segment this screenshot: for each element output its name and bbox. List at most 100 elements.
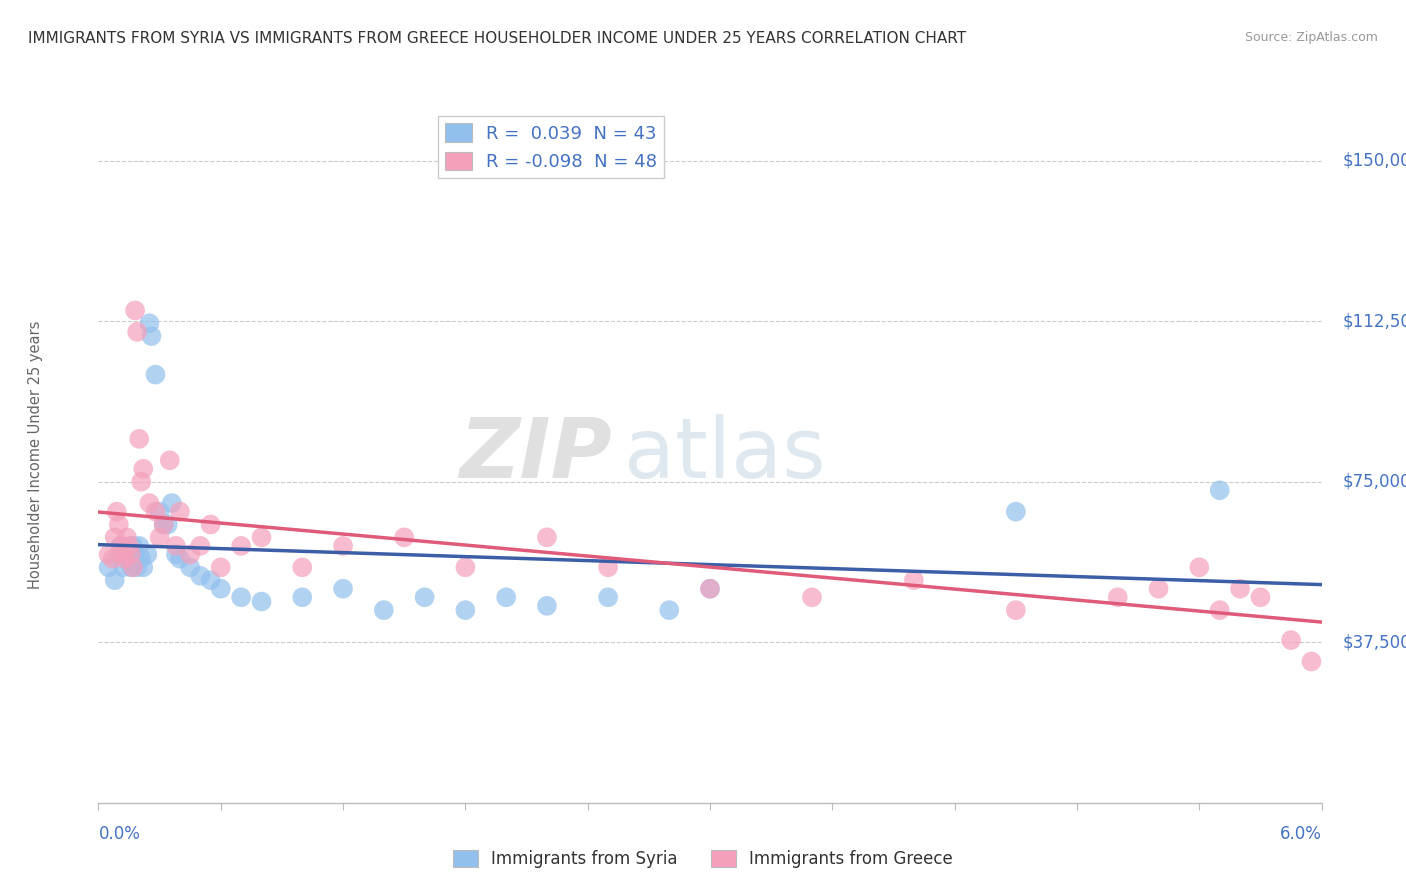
Point <box>1249 591 1271 605</box>
Point <box>1229 582 1251 596</box>
Point <box>209 560 232 574</box>
Point <box>120 548 142 562</box>
Point <box>413 591 436 605</box>
Point <box>111 560 134 574</box>
Point <box>454 603 477 617</box>
Text: $112,500: $112,500 <box>1343 312 1406 330</box>
Point <box>124 303 146 318</box>
Point <box>903 573 925 587</box>
Point <box>188 539 211 553</box>
Point <box>332 539 354 553</box>
Point <box>1208 483 1230 498</box>
Point <box>332 582 354 596</box>
Point <box>105 505 128 519</box>
Point <box>104 530 127 544</box>
Point <box>118 551 141 566</box>
Point <box>128 432 150 446</box>
Point <box>114 548 136 562</box>
Point <box>536 530 558 544</box>
Point <box>118 539 141 553</box>
Point <box>1301 655 1323 669</box>
Text: $75,000: $75,000 <box>1343 473 1406 491</box>
Text: $150,000: $150,000 <box>1343 152 1406 169</box>
Point <box>128 539 150 553</box>
Point <box>127 325 149 339</box>
Point <box>454 560 477 574</box>
Point <box>110 539 132 553</box>
Legend: R =  0.039  N = 43, R = -0.098  N = 48: R = 0.039 N = 43, R = -0.098 N = 48 <box>437 116 665 178</box>
Point <box>110 539 132 553</box>
Point <box>801 591 824 605</box>
Point <box>596 591 619 605</box>
Point <box>1004 505 1026 519</box>
Point <box>169 505 191 519</box>
Point <box>250 530 273 544</box>
Point <box>127 560 149 574</box>
Point <box>138 316 160 330</box>
Point <box>392 530 416 544</box>
Point <box>122 560 145 574</box>
Point <box>104 573 127 587</box>
Point <box>250 594 273 608</box>
Point <box>596 560 619 574</box>
Point <box>138 496 160 510</box>
Point <box>145 505 167 519</box>
Point <box>152 517 174 532</box>
Point <box>129 475 152 489</box>
Point <box>169 551 191 566</box>
Point <box>115 551 138 566</box>
Point <box>152 517 174 532</box>
Point <box>229 591 253 605</box>
Point <box>1147 582 1170 596</box>
Text: 6.0%: 6.0% <box>1279 825 1322 843</box>
Point <box>1208 603 1230 617</box>
Point <box>165 548 187 562</box>
Point <box>495 591 517 605</box>
Point <box>97 560 120 574</box>
Point <box>136 548 159 562</box>
Point <box>141 329 163 343</box>
Point <box>108 517 131 532</box>
Point <box>1107 591 1129 605</box>
Point <box>658 603 681 617</box>
Point <box>120 560 142 574</box>
Point <box>699 582 721 596</box>
Text: $37,500: $37,500 <box>1343 633 1406 651</box>
Point <box>179 560 201 574</box>
Point <box>200 573 222 587</box>
Point <box>159 453 181 467</box>
Point <box>1188 560 1211 574</box>
Text: atlas: atlas <box>624 415 827 495</box>
Point <box>129 551 152 566</box>
Point <box>188 569 211 583</box>
Point <box>132 462 155 476</box>
Point <box>536 599 558 613</box>
Point <box>122 539 145 553</box>
Point <box>101 551 124 566</box>
Point <box>156 517 179 532</box>
Text: IMMIGRANTS FROM SYRIA VS IMMIGRANTS FROM GREECE HOUSEHOLDER INCOME UNDER 25 YEAR: IMMIGRANTS FROM SYRIA VS IMMIGRANTS FROM… <box>28 31 966 46</box>
Point <box>145 368 167 382</box>
Point <box>291 591 314 605</box>
Point <box>699 582 721 596</box>
Point <box>229 539 253 553</box>
Point <box>160 496 183 510</box>
Point <box>149 505 172 519</box>
Text: Source: ZipAtlas.com: Source: ZipAtlas.com <box>1244 31 1378 45</box>
Text: Householder Income Under 25 years: Householder Income Under 25 years <box>28 321 42 589</box>
Point <box>179 548 201 562</box>
Point <box>132 560 155 574</box>
Point <box>200 517 222 532</box>
Point <box>124 548 146 562</box>
Point <box>209 582 232 596</box>
Point <box>291 560 314 574</box>
Point <box>115 530 138 544</box>
Point <box>149 530 172 544</box>
Point <box>111 548 134 562</box>
Point <box>114 551 136 566</box>
Point <box>97 548 120 562</box>
Point <box>1004 603 1026 617</box>
Text: ZIP: ZIP <box>460 415 612 495</box>
Point <box>1279 633 1302 648</box>
Text: 0.0%: 0.0% <box>98 825 141 843</box>
